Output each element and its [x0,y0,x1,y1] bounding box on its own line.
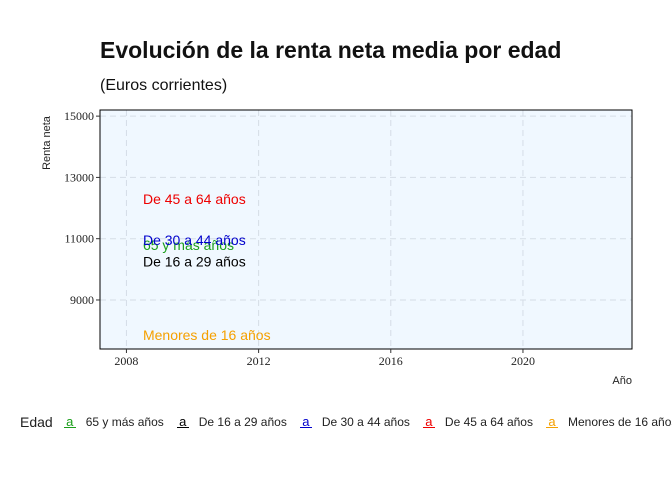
series-label: Menores de 16 años [143,327,271,343]
y-tick-label: 9000 [70,293,94,307]
legend-item: a De 30 a 44 años [297,413,410,431]
legend-item: a De 16 a 29 años [174,413,287,431]
legend-label: De 30 a 44 años [321,415,410,429]
legend-key-icon: a [174,413,192,431]
legend-key-icon: a [297,413,315,431]
legend-title: Edad [20,414,53,430]
legend-item: a Menores de 16 años [543,413,672,431]
x-tick-label: 2008 [114,354,138,368]
legend-item: a De 45 a 64 años [420,413,533,431]
legend: Edad a 65 y más años a De 16 a 29 años a De 3… [20,413,672,431]
y-axis-label: Renta neta [41,115,53,170]
line-chart: 2008 2012 2016 2020 9000 11000 13000 15000 Año Re… [41,109,633,387]
chart-subtitle: (Euros corrientes) [100,77,228,94]
legend-key-icon: a [420,413,438,431]
legend-label: Menores de 16 años [567,415,672,429]
x-tick-label: 2020 [511,354,535,368]
chart-title: Evolución de la renta neta media por eda… [100,37,562,63]
x-axis-label: Año [612,375,632,387]
y-tick-label: 15000 [64,109,94,123]
legend-label: De 45 a 64 años [444,415,533,429]
legend-item: a 65 y más años [61,413,164,431]
series-label: De 30 a 44 años [143,232,246,248]
legend-key-icon: a [543,413,561,431]
series-label: 65 y más años [143,237,234,253]
legend-label: De 16 a 29 años [198,415,287,429]
x-tick-label: 2012 [247,354,271,368]
legend-key-icon: a [61,413,79,431]
series-label: De 16 a 29 años [143,254,246,270]
series-label: De 45 a 64 años [143,191,246,207]
x-tick-label: 2016 [379,354,403,368]
y-tick-label: 11000 [64,232,94,246]
y-tick-label: 13000 [64,170,94,184]
legend-label: 65 y más años [85,415,164,429]
plot-panel [100,110,632,349]
plot-border [99,109,633,350]
